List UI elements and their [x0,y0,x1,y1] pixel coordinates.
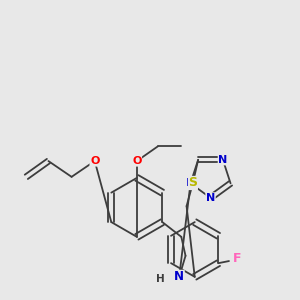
Text: N: N [186,178,195,188]
Text: S: S [188,176,197,190]
Text: N: N [218,155,227,165]
Text: O: O [132,156,142,166]
Text: N: N [174,270,184,283]
Text: H: H [156,274,165,284]
Text: F: F [233,252,242,266]
Text: O: O [90,156,99,166]
Text: N: N [206,193,215,203]
